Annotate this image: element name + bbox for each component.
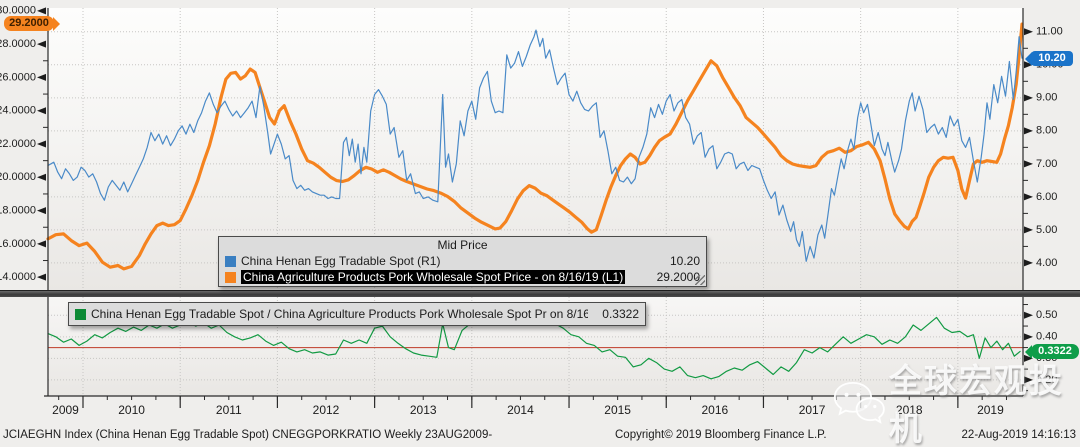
legend-row-egg[interactable]: China Henan Egg Tradable Spot (R1) 10.20 xyxy=(225,253,700,269)
pork-series-line xyxy=(46,22,1024,271)
pork-series-swatch-icon xyxy=(225,271,236,283)
footer-copyright: Copyright© 2019 Bloomberg Finance L.P. xyxy=(615,429,827,441)
egg-series-swatch-icon xyxy=(225,255,236,267)
tick-arrow-icon xyxy=(37,40,46,48)
tick-arrow-icon xyxy=(37,140,46,148)
ratio-legend-box[interactable]: China Henan Egg Tradable Spot / China Ag… xyxy=(68,302,646,326)
year-label: 2015 xyxy=(604,403,631,417)
tick-arrow-icon xyxy=(1024,193,1033,201)
year-label: 2014 xyxy=(507,403,534,417)
axis-tick-label: 14.0000 xyxy=(0,271,36,283)
axis-tick-label: 24.0000 xyxy=(0,105,36,117)
ratio-series-value: 0.3322 xyxy=(602,307,639,321)
axis-tick-label: 6.00 xyxy=(1036,191,1057,203)
year-label: 2011 xyxy=(216,403,242,417)
tick-arrow-icon xyxy=(1024,311,1033,319)
tick-arrow-icon xyxy=(1024,94,1033,102)
axis-tick-label: 30.0000 xyxy=(0,5,36,17)
tick-arrow-icon xyxy=(1024,226,1033,234)
legend-row-pork[interactable]: China Agriculture Products Pork Wholesal… xyxy=(225,269,700,285)
badge-arrow-icon xyxy=(1025,345,1032,359)
year-label: 2019 xyxy=(977,403,1004,417)
axis-tick-label: 16.0000 xyxy=(0,238,36,250)
year-label: 2017 xyxy=(799,403,826,417)
axis-tick-label: 0.50 xyxy=(1036,309,1057,321)
pork-last-price-badge: 29.2000 xyxy=(4,16,60,31)
axis-tick-label: 4.00 xyxy=(1036,257,1057,269)
tick-arrow-icon xyxy=(1024,376,1033,384)
axis-tick-label: 22.0000 xyxy=(0,138,36,150)
legend-title: Mid Price xyxy=(437,238,488,252)
axis-tick-label: 0.20 xyxy=(1036,374,1057,386)
tick-arrow-icon xyxy=(1024,160,1033,168)
year-label: 2009 xyxy=(52,403,79,417)
tick-arrow-icon xyxy=(37,7,46,15)
footer-timestamp: 22-Aug-2019 14:16:13 xyxy=(961,429,1076,441)
tick-arrow-icon xyxy=(37,240,46,248)
pork-series-label: China Agriculture Products Pork Wholesal… xyxy=(241,270,626,284)
year-label: 2016 xyxy=(701,403,728,417)
ratio-last-value: 0.3322 xyxy=(1038,345,1072,357)
axis-tick-label: 7.00 xyxy=(1036,158,1057,170)
tick-arrow-icon xyxy=(1024,333,1033,341)
pork-last-price-value: 29.2000 xyxy=(9,17,49,29)
panel-separator[interactable] xyxy=(0,290,1080,297)
year-label: 2012 xyxy=(313,403,340,417)
axis-tick-label: 20.0000 xyxy=(0,171,36,183)
year-label: 2018 xyxy=(896,403,923,417)
ratio-series-label: China Henan Egg Tradable Spot / China Ag… xyxy=(91,307,589,321)
ratio-last-value-badge: 0.3322 xyxy=(1025,344,1079,359)
axis-tick-label: 28.0000 xyxy=(0,38,36,50)
tick-arrow-icon xyxy=(37,73,46,81)
egg-series-label: China Henan Egg Tradable Spot (R1) xyxy=(241,254,441,268)
tick-arrow-icon xyxy=(37,273,46,281)
ratio-series-swatch-icon xyxy=(75,308,86,320)
axis-tick-label: 5.00 xyxy=(1036,224,1057,236)
egg-last-price-value: 10.20 xyxy=(1038,52,1066,64)
tick-arrow-icon xyxy=(37,207,46,215)
axis-tick-label: 0.40 xyxy=(1036,331,1057,343)
tick-arrow-icon xyxy=(1024,127,1033,135)
axis-tick-label: 26.0000 xyxy=(0,71,36,83)
tick-arrow-icon xyxy=(37,173,46,181)
year-label: 2013 xyxy=(410,403,437,417)
tick-arrow-icon xyxy=(1024,259,1033,267)
egg-series-value: 10.20 xyxy=(669,254,700,268)
axis-tick-label: 18.0000 xyxy=(0,205,36,217)
legend-resize-handle[interactable] xyxy=(695,275,705,285)
axis-tick-label: 8.00 xyxy=(1036,125,1057,137)
tick-arrow-icon xyxy=(1024,28,1033,36)
main-legend-box[interactable]: Mid Price China Henan Egg Tradable Spot … xyxy=(218,236,707,287)
badge-arrow-icon xyxy=(1025,52,1032,66)
egg-last-price-badge: 10.20 xyxy=(1025,51,1073,66)
egg-series-line xyxy=(47,29,1023,262)
footer-ticker-info: JCIAEGHN Index (China Henan Egg Tradable… xyxy=(3,429,493,441)
year-label: 2010 xyxy=(118,403,145,417)
pork-series-value: 29.2000 xyxy=(656,270,700,284)
badge-arrow-icon xyxy=(53,17,60,31)
axis-tick-label: 9.00 xyxy=(1036,92,1057,104)
axis-tick-label: 11.00 xyxy=(1036,26,1063,38)
tick-arrow-icon xyxy=(37,107,46,115)
